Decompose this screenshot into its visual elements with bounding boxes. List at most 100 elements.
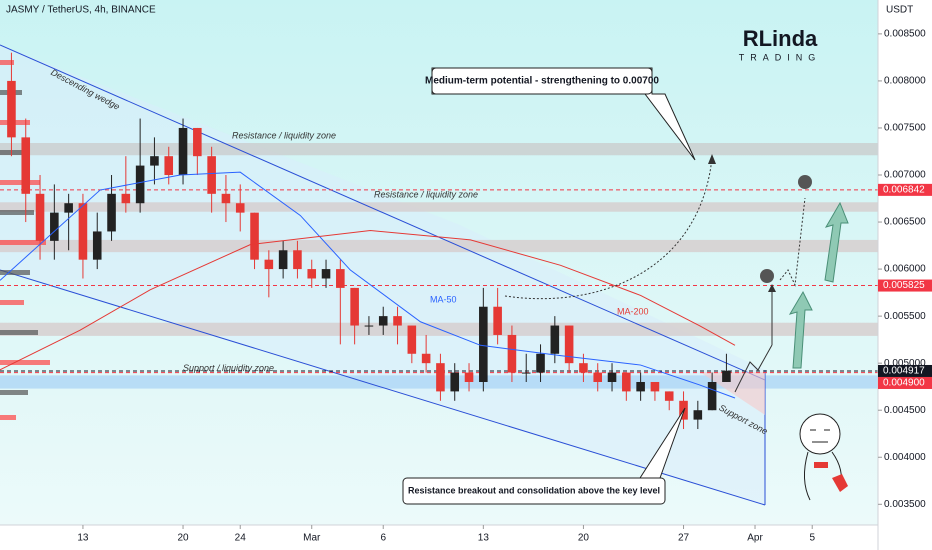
candle-body (78, 203, 88, 260)
candle-body (50, 212, 59, 241)
price-badge-label: 0.004900 (883, 378, 925, 389)
zone-label: Resistance / liquidity zone (232, 130, 336, 140)
profile-bar (0, 360, 50, 365)
candle-body (35, 193, 45, 241)
candle-body (164, 156, 174, 175)
candle-body (92, 231, 102, 260)
zone (0, 239, 878, 253)
candle-body (693, 410, 703, 420)
callout-text: Resistance breakout and consolidation ab… (408, 485, 660, 495)
candle-body (21, 137, 31, 194)
price-badge (878, 183, 932, 196)
callout-box (402, 477, 666, 505)
callout-text: Medium-term potential - strengthening to… (425, 76, 659, 87)
candle-body (493, 306, 502, 335)
profile-bar (0, 210, 34, 215)
ma-label: MA-50 (430, 294, 457, 304)
candle-body (622, 372, 631, 392)
x-tick-label: Apr (747, 533, 763, 544)
candle-body (664, 391, 674, 401)
logo-subtitle: TRADING (739, 52, 822, 62)
candle-body (479, 306, 488, 382)
candle-body (250, 212, 259, 260)
candle-body (350, 287, 359, 326)
candle-body (178, 127, 188, 175)
y-tick-label: 0.006500 (884, 217, 926, 228)
candle-body (235, 203, 245, 213)
x-tick-label: 13 (478, 533, 490, 544)
price-badge (878, 376, 932, 389)
y-tick-label: 0.003500 (884, 499, 926, 510)
candle-body (564, 325, 574, 364)
ma-label: MA-200 (617, 306, 649, 316)
y-tick-label: 0.008500 (884, 29, 926, 40)
green-arrow (788, 290, 813, 369)
candle-body (193, 127, 202, 157)
arrow-head (708, 154, 716, 164)
candle-body (64, 203, 73, 213)
profile-bar (0, 60, 14, 65)
ma-line (0, 171, 736, 399)
candle-body (121, 193, 131, 204)
candle-body (278, 250, 288, 270)
x-tick-label: 24 (235, 533, 247, 544)
y-axis-label: USDT (886, 5, 913, 16)
candle-body (407, 325, 417, 354)
y-axis-panel (878, 0, 932, 550)
zone (0, 202, 878, 212)
zone-label: Support / liquidity zone (183, 363, 274, 373)
x-tick-label: 20 (177, 533, 189, 544)
profile-bar (0, 240, 46, 245)
y-tick-label: 0.007000 (884, 170, 926, 181)
target-dot (798, 175, 812, 189)
callout-box (431, 67, 653, 95)
candle-body (722, 370, 731, 382)
wedge-upper (0, 44, 766, 381)
x-tick-label: 27 (678, 533, 690, 544)
candle-body (107, 193, 116, 232)
x-tick-label: 13 (77, 533, 89, 544)
y-tick-label: 0.004000 (884, 452, 926, 463)
candle-body (650, 381, 660, 392)
candle-body (579, 363, 588, 373)
x-tick-label: 6 (380, 533, 386, 544)
candle-body (150, 156, 159, 166)
candle-body (450, 372, 460, 392)
candle-body (636, 381, 645, 392)
candle-body (550, 325, 560, 354)
price-badge (878, 279, 932, 292)
candle-body (464, 372, 474, 382)
candle-body (707, 381, 717, 411)
profile-bar (0, 390, 28, 395)
y-tick-label: 0.005500 (884, 311, 926, 322)
y-tick-label: 0.006000 (884, 264, 926, 275)
zone-label: Resistance / liquidity zone (374, 190, 478, 200)
target-dot (760, 269, 774, 283)
profile-bar (0, 180, 40, 185)
price-badge-label: 0.004917 (883, 366, 925, 377)
candle-body (436, 363, 445, 392)
candle-body (378, 316, 388, 326)
profile-bar (0, 415, 16, 420)
candle-body (507, 334, 517, 373)
candle-body (593, 372, 603, 382)
x-tick-label: Mar (303, 533, 321, 544)
price-badge-label: 0.006842 (883, 185, 925, 196)
candle-body (336, 269, 345, 288)
zigzag (734, 344, 773, 393)
candle-body (264, 259, 274, 270)
x-axis-panel (0, 525, 878, 550)
zone (0, 143, 878, 156)
candle-body (293, 250, 302, 270)
chart-title: JASMY / TetherUS, 4h, BINANCE (6, 5, 156, 16)
callout: Medium-term potential - strengthening to… (425, 67, 696, 161)
meme (799, 413, 848, 501)
profile-bar (0, 330, 38, 335)
candle-body (135, 165, 145, 204)
candle-body (364, 325, 374, 327)
x-tick-label: 5 (809, 533, 815, 544)
profile-bar (0, 270, 30, 275)
arrow-head (768, 284, 776, 292)
candle-body (207, 156, 216, 194)
